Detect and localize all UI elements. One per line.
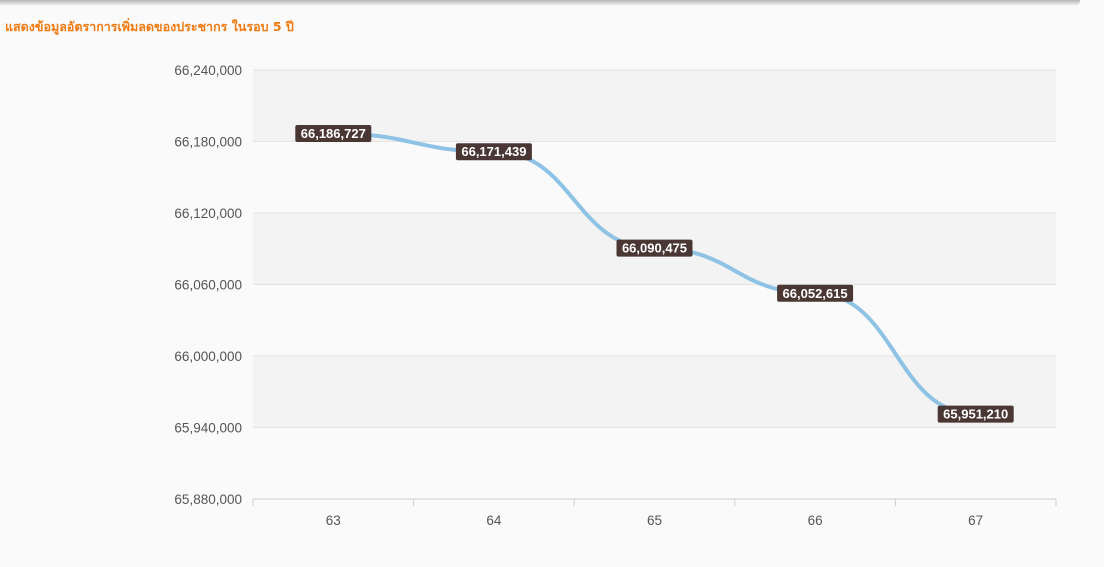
y-tick-label-0: 65,880,000 [174,492,242,507]
y-axis-ticks: 65,880,000 65,940,000 66,000,000 66,060,000… [174,63,242,507]
data-label-text-0: 66,186,727 [301,126,366,141]
data-labels: 66,186,727 66,171,439 66,090,475 66,052,615… [295,124,1014,423]
data-label-4: 65,951,210 [937,405,1014,423]
plot-band-5 [253,70,1056,142]
x-axis-ticks: 63 64 65 66 67 [326,513,983,528]
y-tick-label-5: 66,180,000 [174,135,242,150]
plot-band-1 [253,356,1056,428]
x-tick-label-4: 67 [968,513,983,528]
y-tick-label-6: 66,240,000 [174,63,242,78]
x-tick-label-0: 63 [326,513,341,528]
chart-title: แสดงข้อมูลอัตราการเพิ่มลดของประชากร ในรอ… [5,19,294,34]
data-label-text-4: 65,951,210 [943,407,1008,422]
y-tick-label-4: 66,120,000 [174,206,242,221]
x-tick-label-1: 64 [486,513,502,528]
y-tick-label-3: 66,060,000 [174,278,242,293]
data-label-2: 66,090,475 [616,239,693,257]
data-label-text-1: 66,171,439 [461,144,526,159]
data-label-bg-3 [777,284,854,302]
data-label-bg-1 [455,143,532,161]
data-label-1: 66,171,439 [455,143,532,161]
data-label-3: 66,052,615 [777,284,854,302]
y-tick-label-1: 65,940,000 [174,421,242,436]
header-shadow [0,0,1080,6]
data-label-text-2: 66,090,475 [622,241,687,256]
x-tick-label-3: 66 [808,513,823,528]
data-label-bg-0 [295,124,372,142]
data-label-bg-4 [937,405,1014,423]
data-label-0: 66,186,727 [295,124,372,142]
axes [252,498,1057,506]
y-tick-label-2: 66,000,000 [174,349,242,364]
data-label-bg-2 [616,239,693,257]
data-label-text-3: 66,052,615 [783,286,848,301]
x-tick-label-2: 65 [647,513,662,528]
